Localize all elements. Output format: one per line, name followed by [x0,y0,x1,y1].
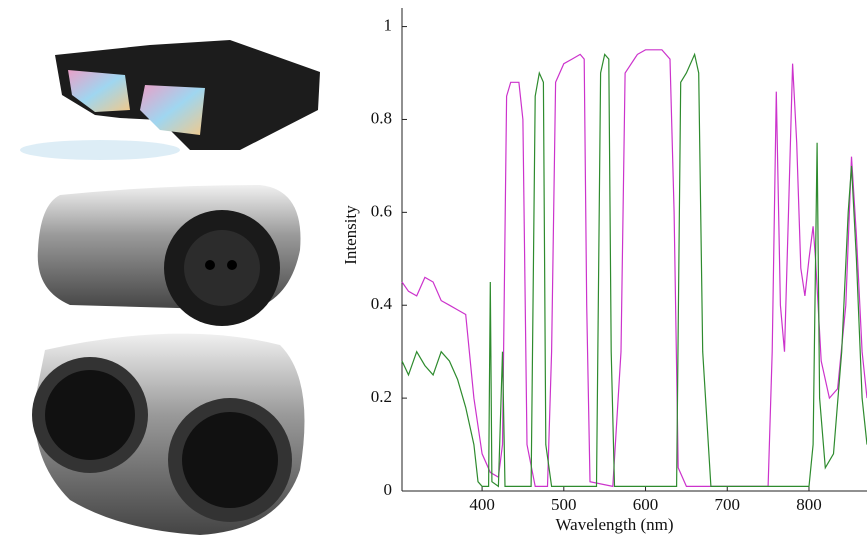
y-tick-label: 0.8 [371,108,392,127]
x-tick-label: 700 [715,495,741,514]
spectrum-line [401,52,867,488]
x-tick-label: 800 [796,495,822,514]
y-tick-label: 0.6 [371,201,392,220]
y-tick-label: 0.4 [371,294,393,313]
y-tick-label: 0 [384,480,393,499]
photo-camera-adapter [37,185,301,326]
y-tick-label: 0.2 [371,387,392,406]
photo-glasses [20,40,320,160]
x-axis-label: Wavelength (nm) [555,515,673,534]
x-tick-label: 400 [469,495,495,514]
spectrum-line [401,49,867,488]
x-tick-label: 600 [633,495,659,514]
x-tick-label: 500 [551,495,577,514]
y-axis-label: Intensity [341,205,360,265]
photo-stereo-lens [32,333,305,535]
y-tick-label: 1 [384,15,393,34]
